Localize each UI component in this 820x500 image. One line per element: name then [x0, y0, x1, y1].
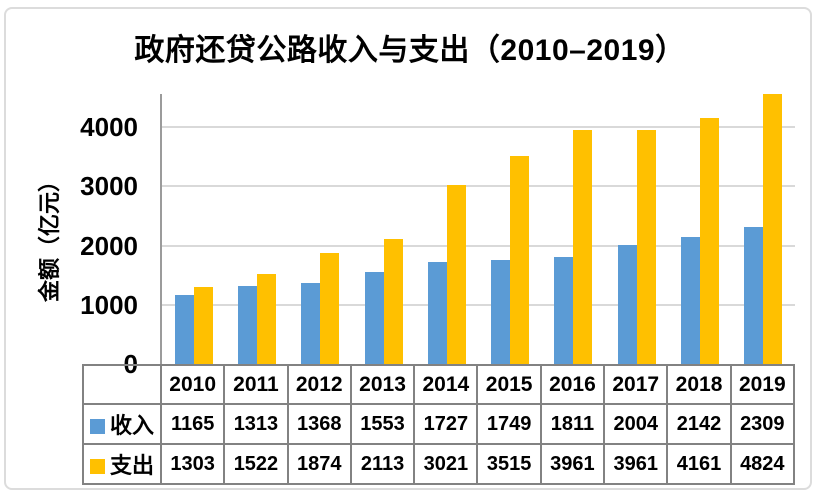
table-corner-blank	[82, 364, 162, 405]
bar-收入-2014	[427, 261, 447, 364]
bar-收入-2017	[617, 245, 637, 364]
y-tick-label: 3000	[80, 171, 138, 202]
bar-支出-2018	[700, 117, 720, 364]
value-cell-收入-2011: 1313	[223, 403, 289, 445]
value-cell-支出-2011: 1522	[223, 443, 289, 485]
table-row-收入: 收入 1165 1313 1368 1553 1727 1749 1811 2004 2142 23…	[82, 403, 795, 445]
bar-支出-2016	[573, 129, 593, 364]
year-cell-2011: 2011	[223, 364, 289, 405]
y-tick-label: 4000	[80, 112, 138, 143]
bar-group-2019	[732, 94, 795, 364]
value-cell-收入-2017: 2004	[603, 403, 669, 445]
plot-area	[160, 94, 795, 364]
chart-title: 政府还贷公路收入与支出（2010–2019）	[134, 34, 686, 67]
series-label-cell: 支出	[82, 443, 162, 485]
bar-group-2016	[542, 94, 605, 364]
bar-支出-2017	[636, 129, 656, 364]
year-cell-2016: 2016	[539, 364, 606, 405]
year-cell-2012: 2012	[286, 364, 352, 405]
year-cell-2013: 2013	[349, 364, 416, 405]
bar-支出-2013	[383, 238, 403, 364]
bar-收入-2018	[681, 237, 701, 364]
value-cell-支出-2017: 3961	[603, 443, 669, 485]
legend-swatch-icon	[89, 419, 105, 434]
bar-收入-2013	[364, 272, 384, 364]
series-label-cell: 收入	[82, 403, 162, 445]
year-cell-2018: 2018	[666, 364, 732, 405]
value-cell-收入-2016: 1811	[539, 403, 606, 445]
gridline	[162, 303, 795, 306]
bar-支出-2011	[256, 273, 276, 364]
value-cell-支出-2018: 4161	[666, 443, 732, 485]
bar-group-2015	[479, 94, 542, 364]
bar-group-2013	[352, 94, 415, 364]
value-cell-收入-2010: 1165	[159, 403, 226, 445]
value-cell-收入-2018: 2142	[666, 403, 732, 445]
bar-收入-2011	[237, 286, 257, 364]
bar-收入-2012	[301, 283, 321, 364]
value-cell-支出-2010: 1303	[159, 443, 226, 485]
value-cell-支出-2014: 3021	[413, 443, 479, 485]
bar-收入-2016	[554, 256, 574, 364]
value-cell-收入-2013: 1553	[349, 403, 416, 445]
bar-支出-2014	[446, 185, 466, 364]
legend-swatch-icon	[89, 459, 105, 474]
bar-收入-2015	[491, 260, 511, 364]
bar-group-2012	[289, 94, 352, 364]
bar-group-2018	[668, 94, 731, 364]
bar-group-2011	[225, 94, 288, 364]
bar-group-2017	[605, 94, 668, 364]
bar-支出-2012	[320, 253, 340, 364]
value-cell-支出-2015: 3515	[476, 443, 542, 485]
value-cell-收入-2019: 2309	[729, 403, 795, 445]
year-cell-2017: 2017	[603, 364, 669, 405]
value-cell-支出-2019: 4824	[729, 443, 795, 485]
gridline	[162, 185, 795, 188]
gridline	[162, 244, 795, 247]
year-cell-2010: 2010	[159, 364, 226, 405]
value-cell-收入-2014: 1727	[413, 403, 479, 445]
y-tick-label: 2000	[80, 230, 138, 261]
value-cell-收入-2012: 1368	[286, 403, 352, 445]
bar-收入-2019	[744, 227, 764, 364]
bar-group-2014	[415, 94, 478, 364]
value-cell-支出-2012: 1874	[286, 443, 352, 485]
gridline	[162, 126, 795, 129]
value-cell-收入-2015: 1749	[476, 403, 542, 445]
year-cell-2015: 2015	[476, 364, 542, 405]
bar-group-2010	[162, 94, 225, 364]
bar-收入-2010	[174, 295, 194, 364]
year-cell-2014: 2014	[413, 364, 479, 405]
bar-支出-2019	[763, 94, 783, 364]
y-tick-label: 1000	[80, 289, 138, 320]
bar-支出-2015	[510, 155, 530, 364]
value-cell-支出-2013: 2113	[349, 443, 416, 485]
bar-支出-2010	[193, 286, 213, 364]
value-cell-支出-2016: 3961	[539, 443, 606, 485]
table-row-支出: 支出 1303 1522 1874 2113 3021 3515 3961 3961 4161 48…	[82, 443, 795, 485]
year-cell-2019: 2019	[729, 364, 795, 405]
data-table: 2010 2011 2012 2013 2014 2015 2016 2017 2018 2019…	[82, 364, 795, 485]
